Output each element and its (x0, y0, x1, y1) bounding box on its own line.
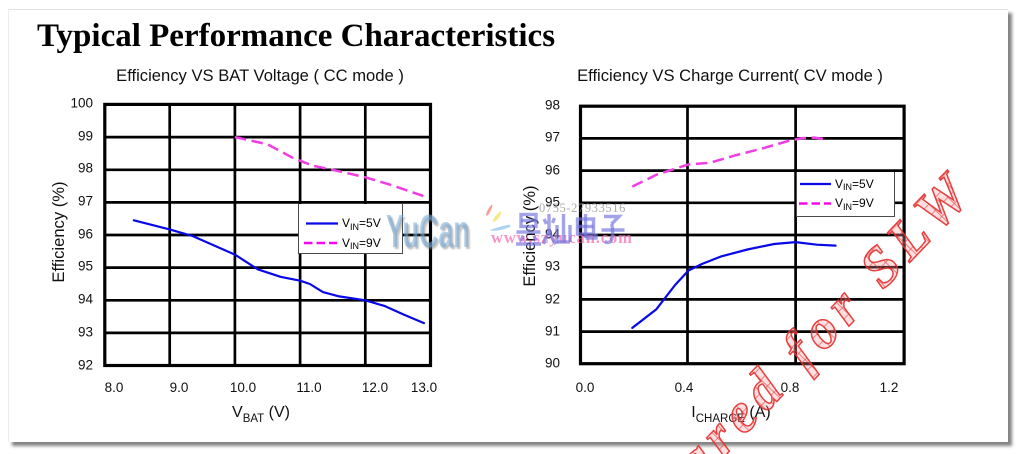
svg-text:ared for SLW: ared for SLW (664, 158, 987, 454)
